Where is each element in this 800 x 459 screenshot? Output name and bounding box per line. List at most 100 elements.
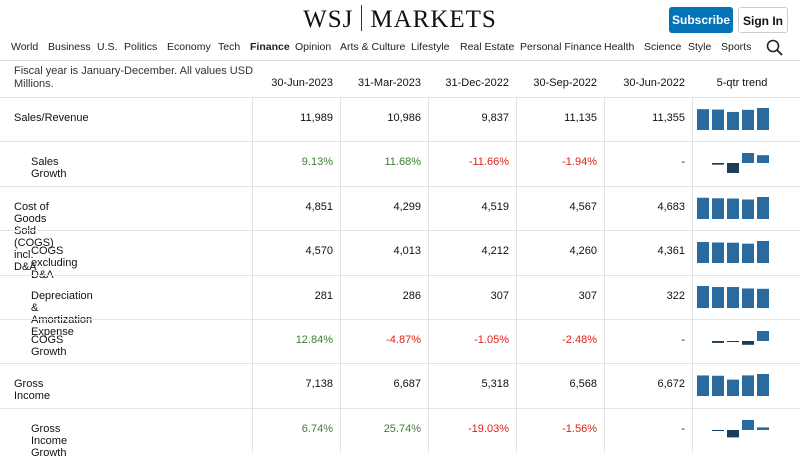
nav-link[interactable]: Health <box>604 41 635 53</box>
value-cell: 6.74% <box>301 422 333 435</box>
value-cell: 11,135 <box>564 112 597 124</box>
trend-bar <box>757 241 769 264</box>
value-cell: 4,683 <box>657 200 685 213</box>
logo[interactable]: WSJ MARKETS <box>0 5 800 34</box>
nav-link[interactable]: World <box>11 41 39 53</box>
trend-sparkline <box>697 196 769 219</box>
value-cell: 322 <box>666 289 685 302</box>
value-cell: - <box>681 156 685 169</box>
table-note: Fiscal year is January-December. All val… <box>14 65 254 90</box>
trend-sparkline <box>697 374 769 397</box>
trend-bar <box>727 286 739 308</box>
value-cell: -1.94% <box>562 156 597 169</box>
column-header: 30-Jun-2022 <box>623 77 685 89</box>
value-cell: - <box>681 422 685 435</box>
trend-bar <box>712 163 724 166</box>
trend-bar <box>712 109 724 130</box>
value-cell: 4,570 <box>305 245 333 258</box>
trend-bar <box>712 242 724 264</box>
value-cell: 4,013 <box>393 245 421 258</box>
nav-link[interactable]: Sports <box>721 41 752 53</box>
value-cell: 5,318 <box>481 378 509 391</box>
value-cell: 4,212 <box>481 245 509 258</box>
trend-sparkline <box>697 285 769 308</box>
trend-bar <box>697 242 709 264</box>
page: WSJ MARKETS Subscribe Sign In Fiscal year… <box>0 5 800 459</box>
row-divider <box>0 407 800 409</box>
value-cell: -2.48% <box>562 334 597 346</box>
trend-bar <box>742 341 754 345</box>
value-cell: 4,567 <box>569 200 597 213</box>
nav-link[interactable]: Economy <box>167 41 211 53</box>
value-cell: - <box>681 334 685 346</box>
trend-bar <box>757 155 769 164</box>
value-cell: 286 <box>402 289 421 302</box>
search-icon[interactable] <box>766 39 784 57</box>
trend-sparkline <box>697 108 769 130</box>
row-label: Sales Growth <box>31 156 67 181</box>
trend-bar <box>697 375 709 397</box>
trend-bar <box>727 163 739 174</box>
row-divider <box>0 319 800 320</box>
nav-link[interactable]: Style <box>688 41 712 53</box>
row-label: COGS Growth <box>31 334 67 358</box>
value-cell: -19.03% <box>468 422 509 435</box>
value-cell: 12.84% <box>295 334 333 346</box>
value-cell: 9,837 <box>481 112 509 124</box>
sign-in-button[interactable]: Sign In <box>738 7 788 33</box>
value-cell: 10,986 <box>387 112 421 124</box>
column-header: 30-Sep-2022 <box>533 77 597 89</box>
value-cell: 4,299 <box>393 200 421 213</box>
trend-bar <box>742 375 754 397</box>
trend-bar <box>742 243 754 264</box>
trend-bar <box>742 419 754 430</box>
value-cell: 6,687 <box>393 378 421 391</box>
nav-link[interactable]: Real Estate <box>460 41 515 53</box>
trend-bar <box>712 429 724 431</box>
row-divider <box>0 185 800 187</box>
nav-link[interactable]: U.S. <box>97 41 118 53</box>
trend-bar <box>757 427 769 430</box>
trend-bar <box>757 288 769 308</box>
column-header: 31-Mar-2023 <box>358 77 421 89</box>
nav-link[interactable]: Politics <box>124 41 158 53</box>
trend-sparkline <box>712 153 769 174</box>
row-divider <box>0 97 800 98</box>
nav-link[interactable]: Lifestyle <box>411 41 450 53</box>
trend-bar <box>727 341 739 342</box>
value-cell: 4,519 <box>481 200 509 213</box>
row-label: Gross Income <box>14 378 51 403</box>
trend-bar <box>727 242 739 264</box>
nav-link[interactable]: Arts & Culture <box>340 41 406 53</box>
nav-link[interactable]: Science <box>644 41 682 53</box>
nav-link[interactable]: Tech <box>218 41 241 53</box>
nav-link[interactable]: Personal Finance <box>520 41 602 53</box>
row-divider <box>0 274 800 276</box>
nav-link[interactable]: Opinion <box>295 41 332 53</box>
nav-link[interactable]: Business <box>48 41 91 53</box>
column-header: 30-Jun-2023 <box>271 77 333 89</box>
value-cell: -4.87% <box>386 334 421 346</box>
nav-link[interactable]: Finance <box>250 41 290 53</box>
logo-wsj: WSJ <box>303 6 354 33</box>
value-cell: 25.74% <box>383 422 421 435</box>
subscribe-button[interactable]: Subscribe <box>669 7 733 33</box>
trend-sparkline <box>697 241 769 264</box>
value-cell: 4,851 <box>305 200 333 213</box>
trend-bar <box>757 196 769 219</box>
column-header: 31-Dec-2022 <box>445 77 509 89</box>
row-divider <box>0 230 800 232</box>
trend-bar <box>697 109 709 130</box>
trend-bar <box>712 376 724 397</box>
value-cell: 11,355 <box>652 112 685 124</box>
value-cell: 307 <box>490 289 509 302</box>
value-cell: -11.66% <box>468 156 509 169</box>
trend-bar <box>712 286 724 308</box>
trend-bar <box>697 197 709 219</box>
trend-bar <box>742 153 754 164</box>
value-cell: -1.05% <box>474 334 509 346</box>
row-label: COGS excluding D&A <box>31 245 78 281</box>
logo-markets: MARKETS <box>370 6 497 33</box>
value-cell: 307 <box>578 289 597 302</box>
column-header: 5-qtr trend <box>716 77 768 89</box>
